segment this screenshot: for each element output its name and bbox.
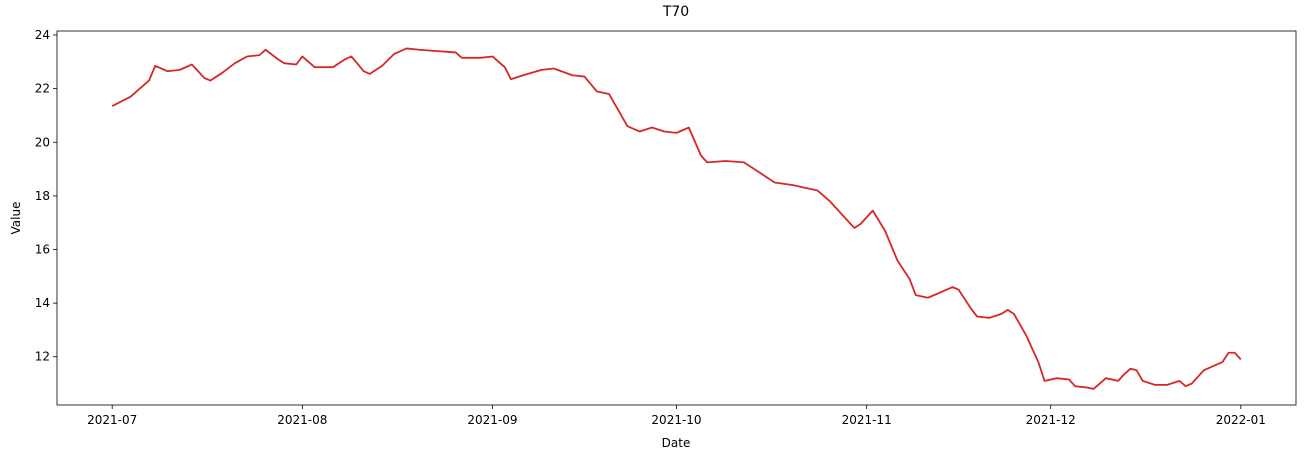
x-tick-label: 2021-09 [467, 413, 517, 427]
data-line [111, 47, 1242, 390]
y-tick-label: 22 [35, 82, 50, 96]
x-tick-label: 2021-10 [651, 413, 701, 427]
x-axis-label: Date [662, 436, 691, 450]
x-tick-label: 2021-07 [87, 413, 137, 427]
x-tick-label: 2022-01 [1216, 413, 1266, 427]
y-tick-label: 20 [35, 135, 50, 149]
chart-title: T70 [662, 4, 689, 20]
x-tick-label: 2021-12 [1026, 413, 1076, 427]
x-tick-label: 2021-11 [842, 413, 892, 427]
x-tick-label: 2021-08 [277, 413, 327, 427]
plot-frame [56, 30, 1297, 406]
y-axis-label: Value [9, 202, 23, 235]
y-tick-label: 12 [35, 350, 50, 364]
y-tick-label: 16 [35, 243, 50, 257]
y-tick-label: 24 [35, 28, 50, 42]
y-tick-label: 14 [35, 296, 50, 310]
y-tick-label: 18 [35, 189, 50, 203]
